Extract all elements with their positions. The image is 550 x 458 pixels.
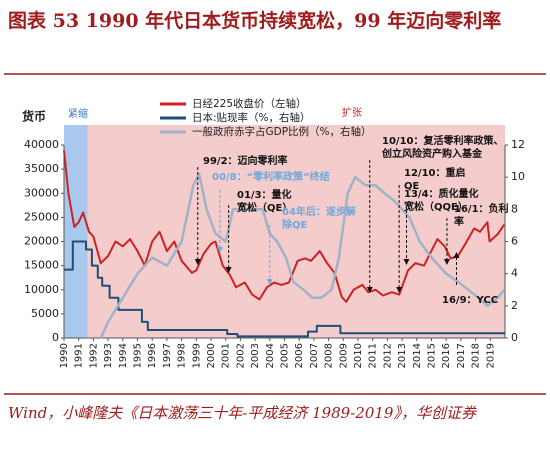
series-line [63, 150, 506, 303]
x-tick-label: 2003 [250, 343, 261, 368]
y-tick-label: 40000 [24, 138, 59, 151]
x-tick-label: 1998 [177, 343, 188, 368]
y-tick-label: 5000 [31, 307, 59, 320]
annotation: 04年后：逐步解除QE [282, 207, 356, 231]
x-tick-label: 2018 [471, 343, 482, 368]
x-tick-label: 2000 [206, 343, 217, 368]
annotation: 16/9：YCC [442, 295, 499, 306]
x-tick-label: 2009 [338, 343, 349, 368]
x-tick-label: 1992 [88, 343, 99, 368]
y-tick-label: 15000 [24, 259, 59, 272]
y2-tick-label: 6 [511, 235, 518, 248]
x-tick-label: 2010 [353, 343, 364, 368]
y-tick-label: 30000 [24, 186, 59, 199]
x-tick-label: 1995 [133, 343, 144, 368]
y2-tick-label: 8 [511, 202, 518, 215]
y-tick-label: 20000 [24, 235, 59, 248]
x-tick-label: 1994 [118, 343, 129, 368]
legend-label: 一般政府赤字占GDP比例（%，右轴） [192, 125, 372, 138]
x-tick-label: 2004 [265, 343, 276, 368]
region [64, 125, 88, 338]
annotation: 16/1：负利率 [454, 204, 509, 228]
y2-tick-label: 10 [511, 170, 525, 183]
x-tick-label: 2015 [427, 343, 438, 368]
y-tick-label: 10000 [24, 283, 59, 296]
y2-tick-label: 12 [511, 138, 525, 151]
annotation: 99/2：迈向零利率 [203, 156, 288, 167]
x-tick-label: 1991 [74, 343, 85, 368]
x-tick-label: 2001 [221, 343, 232, 368]
chart-title: 图表 53 1990 年代日本货币持续宽松，99 年迈向零利率 [8, 10, 502, 32]
legend-label: 日经225收盘价（左轴） [192, 97, 307, 110]
series-line [64, 240, 505, 338]
x-tick-label: 1990 [59, 343, 70, 368]
x-tick-label: 2005 [280, 343, 291, 368]
x-tick-label: 2011 [368, 343, 379, 368]
y2-tick-label: 0 [511, 331, 518, 344]
y2-tick-label: 2 [511, 299, 518, 312]
x-tick-label: 2002 [235, 343, 246, 368]
annotation: 13/4：质化量化宽松（QQE） [404, 189, 479, 213]
x-tick-label: 2013 [397, 343, 408, 368]
x-tick-label: 2017 [456, 343, 467, 368]
annotation: 01/3：量化宽松（QE） [237, 190, 293, 214]
region-label: 扩张 [342, 106, 362, 119]
x-tick-label: 2019 [485, 343, 496, 368]
y-tick-label: 35000 [24, 162, 59, 175]
x-tick-label: 2006 [294, 343, 305, 368]
annotation: 12/10：重启QE [404, 168, 466, 192]
x-tick-label: 2008 [324, 343, 335, 368]
x-tick-label: 1999 [191, 343, 202, 368]
annotation: 10/10：复活零利率政策、创立风险资产购入基金 [382, 136, 504, 160]
series-line [99, 172, 506, 339]
x-tick-label: 2012 [382, 343, 393, 368]
x-tick-label: 2014 [412, 343, 423, 368]
y-axis-label: 货币 [22, 109, 46, 124]
x-tick-label: 1993 [103, 343, 114, 368]
annotation: 00/8：“零利率政策”终结 [212, 172, 330, 183]
x-tick-label: 1996 [147, 343, 158, 368]
legend-label: 日本:贴现率（%，右轴） [192, 111, 311, 124]
region-label: 紧缩 [68, 107, 88, 120]
x-tick-label: 1997 [162, 343, 173, 368]
x-tick-label: 2007 [309, 343, 320, 368]
source: Wind，小峰隆夫《日本激荡三十年-平成经济 1989-2019》，华创证券 [8, 404, 476, 422]
x-tick-label: 2016 [441, 343, 452, 368]
y-tick-label: 25000 [24, 210, 59, 223]
y2-tick-label: 4 [511, 267, 518, 280]
region [87, 125, 506, 338]
y-tick-label: 0 [52, 331, 59, 344]
